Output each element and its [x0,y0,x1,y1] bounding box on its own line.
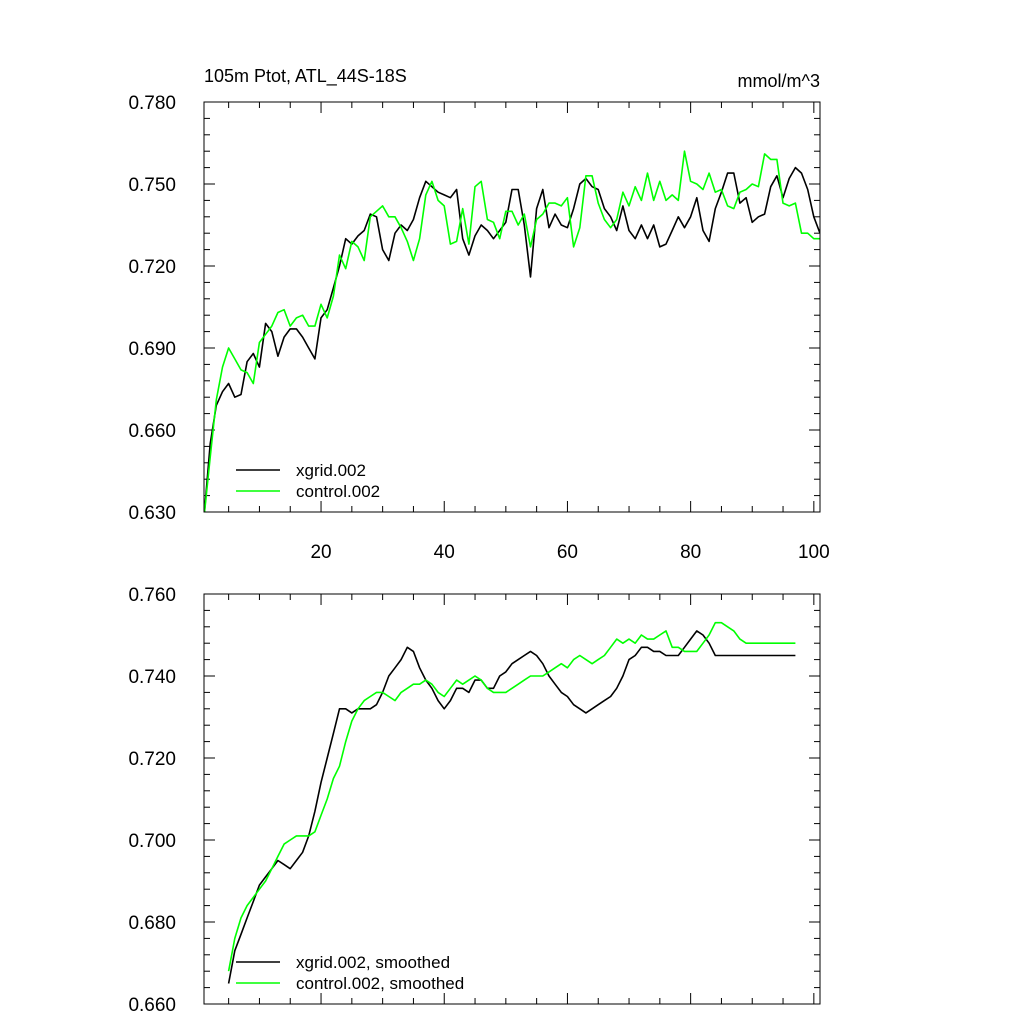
tick-marks [204,593,820,1005]
y-tick-label: 0.690 [128,339,176,360]
series-lines [227,621,796,984]
y-tick-label: 0.720 [128,749,176,770]
tick-marks [204,101,820,513]
y-tick-label: 0.660 [128,995,176,1016]
series-line-xgrid-002-smoothed [227,630,796,984]
y-tick-label: 0.760 [128,585,176,606]
y-tick-label: 0.660 [128,421,176,442]
y-tick-label: 0.740 [128,667,176,688]
y-tick-label: 0.630 [128,503,176,524]
series-line-control-002-smoothed [227,621,796,972]
legend-label: control.002, smoothed [296,974,464,993]
y-tick-labels: 0.630 0.660 0.690 0.720 0.750 0.780 [128,93,176,524]
series-line-control-002 [204,150,820,512]
legend: xgrid.002 control.002 [236,461,380,501]
legend-label: control.002 [296,482,380,501]
x-tick-label: 40 [434,542,455,563]
series-lines [204,150,820,512]
legend: xgrid.002, smoothed control.002, smoothed [236,953,464,993]
y-tick-label: 0.780 [128,93,176,114]
x-tick-label: 80 [680,542,701,563]
x-tick-label: 60 [557,542,578,563]
legend-label: xgrid.002, smoothed [296,953,450,972]
y-tick-labels: 0.660 0.680 0.700 0.720 0.740 0.760 [128,585,176,1016]
series-line-xgrid-002 [204,166,820,512]
panel-bottom: 0.660 0.680 0.700 0.720 0.740 0.760 xgrid.002… [128,585,821,1016]
x-tick-label: 100 [798,542,830,563]
y-tick-label: 0.720 [128,257,176,278]
x-tick-label: 20 [310,542,331,563]
plot-frame [203,593,821,1005]
y-tick-label: 0.680 [128,913,176,934]
units-label: mmol/m^3 [738,71,820,91]
chart-title: 105m Ptot, ATL_44S-18S [204,66,407,87]
panel-top: 105m Ptot, ATL_44S-18S mmol/m^3 0.6300.6… [128,66,829,563]
plot-frame [203,101,821,513]
legend-label: xgrid.002 [296,461,366,480]
y-tick-label: 0.700 [128,831,176,852]
y-tick-label: 0.750 [128,175,176,196]
x-tick-labels: 20 40 60 80 100 [310,542,829,563]
